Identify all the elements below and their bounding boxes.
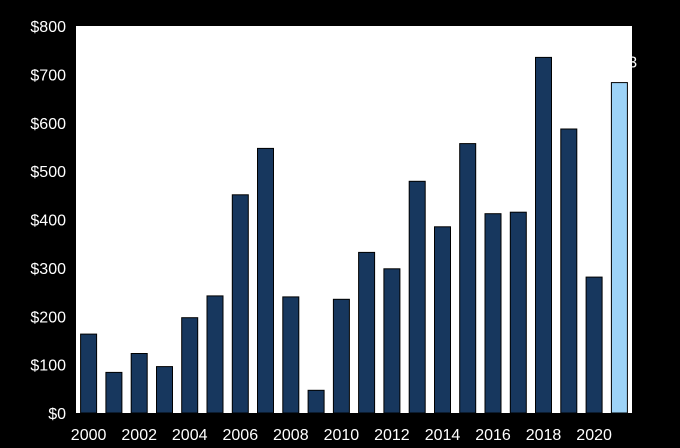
y-tick-label: $700 bbox=[30, 67, 66, 84]
bar-2003 bbox=[156, 366, 173, 414]
chart-title-line-2: announcements through July bbox=[197, 76, 436, 95]
x-tick-label: 2002 bbox=[121, 427, 157, 444]
y-tick-label: $300 bbox=[30, 261, 66, 278]
bar-2017 bbox=[509, 211, 527, 414]
x-tick-label: 2000 bbox=[71, 427, 107, 444]
x-tick-label: 2004 bbox=[172, 427, 208, 444]
y-tick-label: $400 bbox=[30, 213, 66, 230]
y-tick-label: $800 bbox=[30, 19, 66, 36]
x-tick-label: 2010 bbox=[324, 427, 360, 444]
x-tick-label: 2020 bbox=[576, 427, 612, 444]
x-tick-label: 2018 bbox=[526, 427, 562, 444]
chart-subtitle: (billions) bbox=[286, 97, 344, 113]
bar-2019 bbox=[560, 128, 578, 414]
x-tick-label: 2008 bbox=[273, 427, 309, 444]
y-tick-label: $100 bbox=[30, 358, 66, 375]
bar-2002 bbox=[130, 353, 148, 414]
bar-2001 bbox=[105, 371, 123, 414]
bar-2013 bbox=[408, 180, 426, 414]
y-tick-label: $200 bbox=[30, 309, 66, 326]
y-tick-label: $500 bbox=[30, 164, 66, 181]
x-axis: 2000 2002 2004 2006 2008 2010 2012 2014 2016 2018… bbox=[71, 427, 612, 444]
x-tick-label: 2006 bbox=[223, 427, 259, 444]
bar-2000 bbox=[80, 333, 98, 414]
y-axis: $0 $100 $200 $300 $400 $500 $600 $700 $800 bbox=[30, 19, 66, 423]
bar-2006 bbox=[231, 194, 249, 414]
bar-2018 bbox=[535, 56, 552, 414]
bar-2015 bbox=[459, 143, 477, 414]
bar-2004 bbox=[181, 317, 199, 414]
bar-2014 bbox=[434, 226, 451, 414]
bar-2020 bbox=[585, 276, 603, 414]
bar-2021 bbox=[610, 82, 628, 414]
bar-2016 bbox=[484, 213, 502, 414]
bars bbox=[80, 56, 628, 414]
bar-2007 bbox=[257, 147, 274, 414]
bar-2011 bbox=[358, 251, 376, 414]
bar-2012 bbox=[383, 268, 401, 414]
bar-2010 bbox=[332, 298, 350, 414]
bar-2009 bbox=[307, 389, 325, 414]
chart-title-line-1: US share buyback authorization bbox=[199, 55, 458, 74]
annotation-label: $683 bbox=[602, 55, 638, 72]
y-tick-label: $0 bbox=[48, 406, 66, 423]
y-tick-label: $600 bbox=[30, 116, 66, 133]
bar-2005 bbox=[206, 295, 224, 414]
bar-2008 bbox=[282, 296, 300, 414]
x-tick-label: 2014 bbox=[425, 427, 461, 444]
x-tick-label: 2012 bbox=[374, 427, 410, 444]
x-tick-label: 2016 bbox=[475, 427, 511, 444]
